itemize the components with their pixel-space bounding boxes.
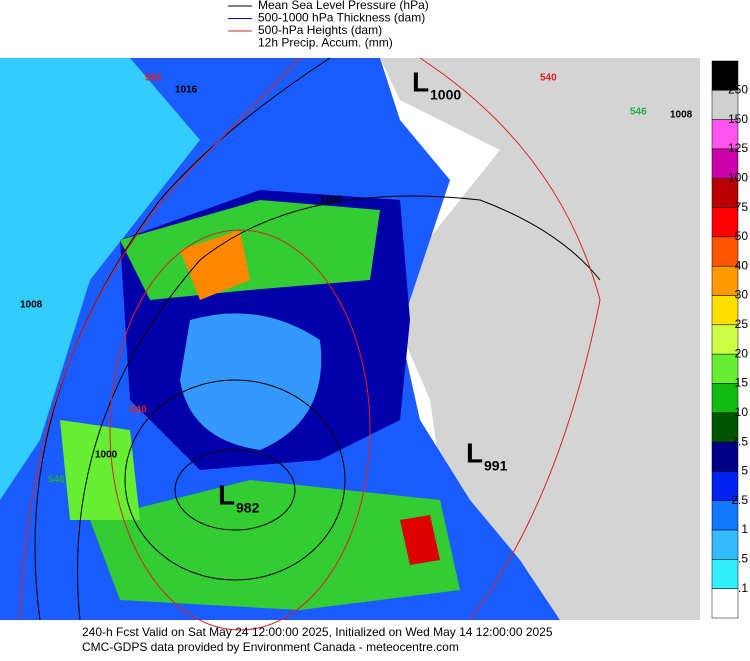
- colorbar-label: 2.5: [731, 493, 748, 507]
- colorbar-label: .1: [738, 581, 748, 595]
- precip-green-west: [60, 420, 140, 520]
- colorbar-label: 125: [728, 141, 748, 155]
- colorbar-label: 1: [741, 522, 748, 536]
- precip-very-light: [0, 58, 200, 500]
- height-line: [109, 229, 371, 631]
- legend-label: 500-hPa Heights (dam): [258, 23, 382, 37]
- colorbar-label: 250: [728, 82, 748, 96]
- colorbar-segment: [711, 588, 739, 619]
- colorbar-segment: [711, 324, 739, 355]
- low-value: 982: [236, 500, 260, 516]
- contour-label: 540: [540, 73, 557, 84]
- isobar: [77, 195, 601, 621]
- precip-dry-center: [180, 313, 322, 450]
- contour-label: 1016: [175, 85, 198, 96]
- colorbar-label: 5: [741, 464, 748, 478]
- low-letter: L: [466, 437, 483, 468]
- colorbar-segment: [711, 559, 739, 589]
- land-area: [380, 58, 700, 620]
- colorbar-label: 50: [735, 229, 749, 243]
- low-value: 991: [484, 458, 508, 474]
- colorbar-label: 15: [735, 376, 749, 390]
- colorbar-segment: [711, 412, 739, 443]
- low-letter: L: [412, 66, 429, 97]
- isobar: [34, 57, 331, 621]
- colorbar-segment: [711, 353, 739, 384]
- height-contours: [19, 57, 601, 631]
- colorbar-label: 100: [728, 170, 748, 184]
- colorbar-segment: [711, 119, 739, 150]
- contour-label: 540: [130, 405, 147, 416]
- contour-label: 546: [630, 107, 647, 118]
- colorbar-label: 25: [735, 317, 749, 331]
- colorbar-segment: [711, 148, 739, 179]
- precip-heavy-north: [180, 230, 250, 300]
- height-line: [419, 57, 601, 621]
- colorbar-segment: [711, 383, 739, 414]
- isobar: [174, 449, 296, 531]
- precip-green-south: [90, 480, 460, 610]
- isobar: [124, 379, 346, 581]
- precip-green-north: [120, 200, 380, 300]
- colorbar-label: 30: [735, 288, 749, 302]
- contour-label: 552: [145, 73, 162, 84]
- contour-label: 1008: [670, 110, 693, 121]
- colorbar-segment: [711, 265, 739, 296]
- colorbar-segment: [711, 500, 739, 531]
- colorbar-segment: [711, 441, 739, 472]
- colorbar-label: .5: [738, 552, 748, 566]
- colorbar-label: 7.5: [731, 434, 748, 448]
- colorbar-segment: [711, 295, 739, 326]
- pressure-contours: [34, 57, 601, 621]
- colorbar-label: 10: [735, 405, 749, 419]
- legend-label: 500-1000 hPa Thickness (dam): [258, 11, 425, 25]
- contour-label: 1000: [320, 195, 343, 206]
- height-line: [19, 57, 301, 621]
- colorbar-label: 75: [735, 200, 749, 214]
- colorbar-segment: [711, 471, 739, 501]
- low-value: 1000: [430, 87, 461, 103]
- contour-label: 1008: [20, 300, 43, 311]
- colorbar-label: 150: [728, 112, 748, 126]
- low-letter: L: [218, 479, 235, 510]
- colorbar-segment: [711, 207, 739, 238]
- precip-heavy-south: [400, 515, 440, 565]
- colorbar-segment: [711, 90, 739, 120]
- legend-label: Mean Sea Level Pressure (hPa): [258, 0, 429, 12]
- footer-line: CMC-GDPS data provided by Environment Ca…: [82, 640, 459, 654]
- footer-line: 240-h Fcst Valid on Sat May 24 12:00:00 …: [82, 625, 553, 639]
- legend-label: 12h Precip. Accum. (mm): [258, 36, 393, 50]
- contour-label: 546: [48, 475, 65, 486]
- contour-label: 1000: [95, 450, 118, 461]
- colorbar-segment: [711, 529, 739, 560]
- colorbar-label: 40: [735, 258, 749, 272]
- map: [0, 57, 700, 631]
- colorbar-label: 20: [735, 346, 749, 360]
